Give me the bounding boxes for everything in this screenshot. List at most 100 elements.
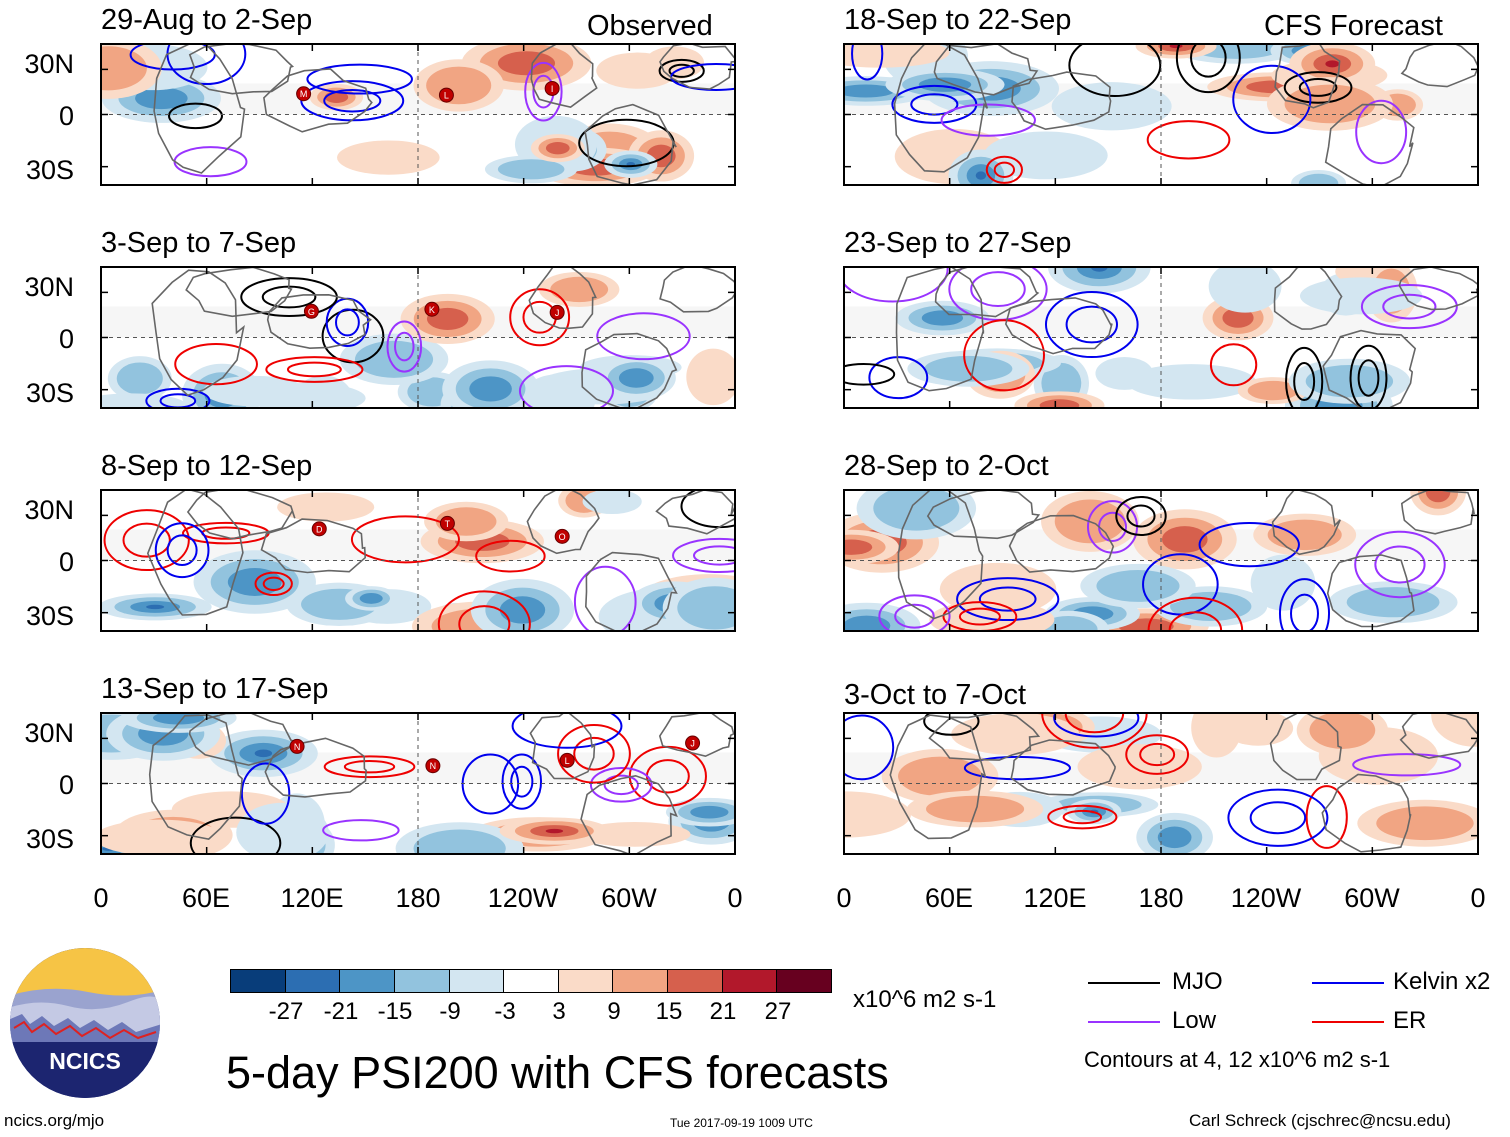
lat-label: 30N bbox=[24, 49, 74, 79]
contour bbox=[509, 288, 571, 347]
storm-marker bbox=[549, 304, 565, 320]
coastline bbox=[1269, 713, 1342, 781]
lat-label: 0 bbox=[58, 547, 74, 577]
contour bbox=[1352, 753, 1462, 777]
lat-label: 0 bbox=[58, 101, 74, 131]
contour bbox=[461, 753, 520, 815]
contour bbox=[174, 343, 258, 386]
coastline bbox=[260, 518, 367, 574]
coastline bbox=[1398, 267, 1478, 311]
lat-label: 30N bbox=[24, 272, 74, 302]
map-panels: M L I G K J D T O N N L J bbox=[100, 43, 1479, 855]
lon-label: 120E bbox=[1023, 883, 1087, 913]
coastline bbox=[528, 267, 597, 330]
colorbar-swatch bbox=[558, 970, 614, 992]
contour bbox=[940, 103, 1036, 137]
contour bbox=[524, 61, 563, 122]
storm-marker bbox=[289, 738, 305, 754]
map-panel bbox=[843, 489, 1479, 632]
coastline bbox=[659, 267, 735, 313]
logo-text: NCICS bbox=[49, 1048, 121, 1074]
contour bbox=[154, 522, 210, 579]
coastline bbox=[928, 713, 1041, 761]
coastline bbox=[1324, 103, 1415, 185]
lat-label: 30S bbox=[25, 155, 74, 185]
map-panel bbox=[843, 712, 1479, 855]
colorbar-tick: 15 bbox=[655, 998, 683, 1025]
panel-title: 23-Sep to 27-Sep bbox=[844, 227, 1072, 259]
map-panel: D T O bbox=[100, 489, 736, 632]
lon-label: 0 bbox=[93, 883, 109, 913]
panel-title: 3-Oct to 7-Oct bbox=[844, 679, 1027, 711]
coastline bbox=[897, 490, 984, 620]
contour-note: Contours at 4, 12 x10^6 m2 s-1 bbox=[1084, 1047, 1391, 1072]
contour bbox=[167, 102, 223, 130]
contour bbox=[658, 58, 705, 83]
contour bbox=[573, 565, 637, 631]
contour bbox=[323, 755, 416, 779]
contour bbox=[475, 539, 546, 573]
legend-label-er: ER bbox=[1393, 1007, 1427, 1034]
coastline bbox=[188, 44, 295, 95]
forecast-header: CFS Forecast bbox=[1264, 10, 1443, 42]
storm-letter: L bbox=[444, 91, 449, 101]
coastline bbox=[264, 737, 367, 798]
contour bbox=[437, 590, 531, 631]
legend-line-low bbox=[1088, 1021, 1160, 1023]
contour bbox=[145, 387, 211, 408]
coastline bbox=[1274, 44, 1341, 109]
lon-label: 60E bbox=[181, 883, 231, 913]
coastline bbox=[659, 44, 735, 90]
contour bbox=[265, 356, 364, 383]
panel-title: 8-Sep to 12-Sep bbox=[101, 450, 313, 482]
coastline bbox=[529, 713, 596, 780]
contour bbox=[1125, 734, 1190, 775]
contour bbox=[240, 762, 291, 825]
coastline bbox=[530, 44, 598, 108]
coastline bbox=[1004, 297, 1113, 355]
colorbar-swatch bbox=[340, 970, 395, 992]
contour bbox=[1227, 788, 1329, 847]
contour bbox=[1349, 344, 1388, 408]
coastline bbox=[526, 490, 600, 555]
contour bbox=[1285, 346, 1324, 408]
legend-label-mjo: MJO bbox=[1172, 968, 1223, 995]
map-panel bbox=[843, 266, 1479, 409]
contour bbox=[942, 601, 1018, 631]
storm-marker bbox=[439, 515, 455, 531]
contour bbox=[956, 577, 1060, 622]
colorbar-tick: -21 bbox=[323, 998, 359, 1025]
coastline bbox=[1326, 554, 1415, 628]
colorbar-swatch bbox=[394, 970, 450, 992]
lon-label: 0 bbox=[836, 883, 852, 913]
contour bbox=[189, 816, 282, 854]
coastline bbox=[188, 713, 295, 766]
lon-label: 180 bbox=[1138, 883, 1184, 913]
storm-marker bbox=[559, 752, 575, 768]
contour bbox=[589, 767, 653, 803]
lat-label: 0 bbox=[58, 324, 74, 354]
lat-label: 30S bbox=[25, 824, 74, 854]
contour bbox=[1283, 71, 1353, 104]
storm-letter: L bbox=[565, 756, 570, 766]
colorbar-swatch bbox=[668, 970, 723, 992]
footer-author: Carl Schreck (cjschrec@ncsu.edu) bbox=[1189, 1111, 1451, 1130]
coastline bbox=[580, 774, 678, 854]
footer-timestamp: Tue 2017-09-19 1009 UTC bbox=[670, 1116, 813, 1130]
contour bbox=[1175, 44, 1241, 94]
colorbar-swatch bbox=[231, 970, 286, 992]
lon-label: 0 bbox=[727, 883, 743, 913]
storm-letter: N bbox=[430, 761, 437, 771]
coastline bbox=[153, 44, 246, 174]
coastline bbox=[266, 293, 372, 350]
observed-header: Observed bbox=[587, 10, 713, 42]
map-panel: N N L J bbox=[100, 712, 736, 855]
panel-title: 18-Sep to 22-Sep bbox=[844, 4, 1072, 36]
storm-marker bbox=[685, 735, 701, 751]
legend-label-low: Low bbox=[1172, 1007, 1217, 1034]
coastline bbox=[581, 332, 678, 408]
coastline bbox=[185, 267, 293, 318]
footer-url[interactable]: ncics.org/mjo bbox=[4, 1111, 105, 1130]
lon-label: 0 bbox=[1470, 883, 1486, 913]
coastline bbox=[934, 267, 1040, 318]
